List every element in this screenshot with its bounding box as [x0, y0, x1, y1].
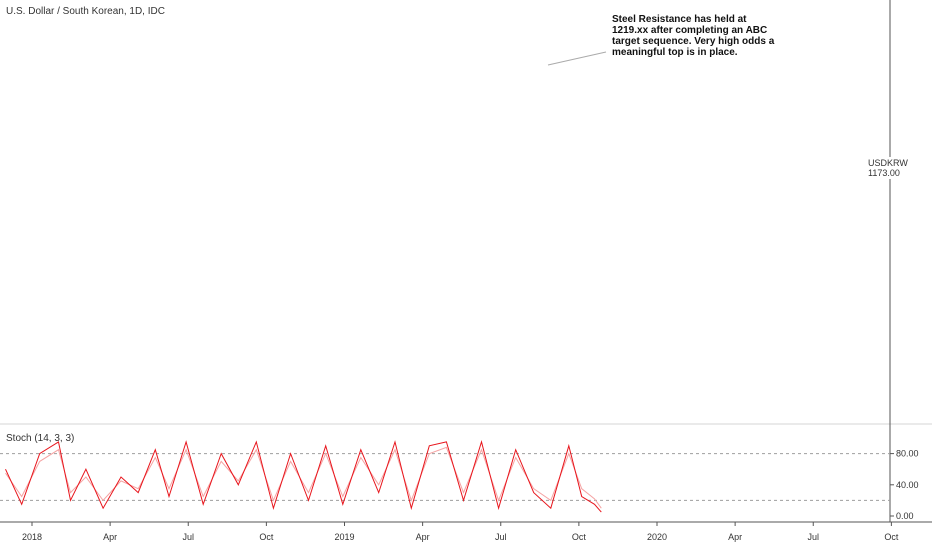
symbol-label: USDKRW — [868, 158, 908, 168]
stoch-y-tick-label: 80.00 — [896, 449, 919, 459]
x-tick-label: Oct — [259, 532, 274, 542]
x-tick-label: Apr — [103, 532, 117, 542]
x-tick-label: 2019 — [334, 532, 354, 542]
annotation-leader — [547, 51, 607, 66]
annotation-text: Steel Resistance has held at 1219.xx aft… — [612, 14, 775, 58]
price-tag: 1173.00 — [868, 168, 900, 178]
x-tick-label: 2018 — [22, 532, 42, 542]
symbol-tag: USDKRW 1173.00 — [866, 157, 932, 179]
stoch-d-line — [5, 446, 602, 509]
chart-title: U.S. Dollar / South Korean, 1D, IDC — [6, 6, 165, 17]
x-tick-label: Oct — [884, 532, 899, 542]
x-tick-label: Apr — [416, 532, 430, 542]
x-tick-label: Jul — [182, 532, 194, 542]
x-tick-label: Oct — [572, 532, 587, 542]
stoch-y-tick-label: 0.00 — [896, 511, 914, 521]
stoch-k-line — [5, 440, 602, 513]
x-tick-label: Jul — [807, 532, 819, 542]
stoch-title: Stoch (14, 3, 3) — [6, 433, 75, 444]
stoch-y-tick-label: 40.00 — [896, 480, 919, 490]
x-tick-label: Apr — [728, 532, 742, 542]
x-tick-label: 2020 — [647, 532, 667, 542]
x-tick-label: Jul — [495, 532, 507, 542]
